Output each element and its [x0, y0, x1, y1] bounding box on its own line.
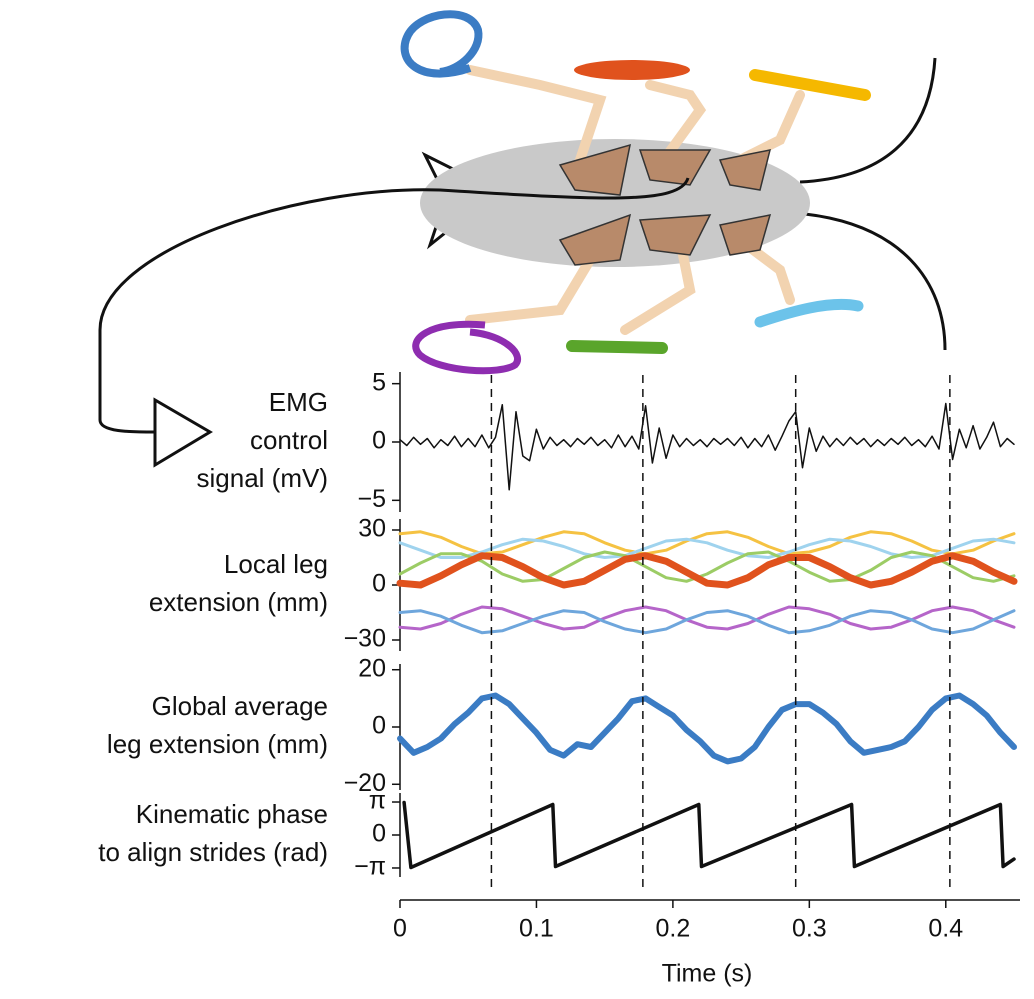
- muscles: [558, 143, 772, 266]
- series-line: [398, 550, 1016, 583]
- y-tick-label: 5: [372, 368, 386, 396]
- foot: [400, 10, 483, 78]
- robot-illustration: [98, 10, 947, 468]
- series-line: [397, 692, 1017, 765]
- x-axis-label: Time (s): [662, 960, 753, 988]
- y-axis-label: Global average: [152, 691, 328, 721]
- body: [420, 139, 810, 267]
- y-tick-label: 0: [372, 820, 386, 848]
- y-tick-label: 20: [358, 654, 386, 682]
- series-line: [396, 552, 1018, 589]
- series-line: [402, 800, 1016, 870]
- x-tick-label: 0: [393, 915, 407, 943]
- foot: [574, 60, 690, 80]
- y-axis-label: leg extension (mm): [107, 729, 328, 759]
- y-axis-label: EMG: [269, 387, 328, 417]
- foot: [749, 69, 871, 101]
- y-tick-label: −20: [344, 769, 386, 797]
- series-line: [398, 609, 1016, 635]
- cable: [98, 177, 690, 434]
- series-line: [398, 530, 1016, 556]
- cable: [799, 57, 937, 184]
- y-tick-label: −30: [344, 625, 386, 653]
- foot: [566, 340, 668, 354]
- amplifier: [153, 397, 213, 468]
- y-axis-label: Kinematic phase: [136, 799, 328, 829]
- x-tick-label: 0.2: [656, 915, 691, 943]
- y-axis-label: Local leg: [224, 549, 328, 579]
- y-tick-label: π: [369, 787, 386, 815]
- y-axis-label: signal (mV): [197, 463, 328, 493]
- series-line: [399, 402, 1015, 491]
- foot: [754, 298, 864, 328]
- x-tick-label: 0.3: [792, 915, 827, 943]
- y-tick-label: 0: [372, 712, 386, 740]
- cable: [804, 212, 947, 351]
- series-line: [398, 537, 1016, 559]
- x-tick-label: 0.4: [928, 915, 963, 943]
- y-tick-label: −5: [357, 485, 386, 513]
- y-tick-label: 0: [372, 570, 386, 598]
- x-tick-label: 0.1: [519, 915, 554, 943]
- foot: [412, 320, 521, 375]
- y-tick-label: 0: [372, 427, 386, 455]
- y-axis-label: to align strides (rad): [98, 837, 328, 867]
- y-tick-label: −π: [354, 853, 386, 881]
- y-axis-label: extension (mm): [149, 587, 328, 617]
- y-axis-label: control: [250, 425, 328, 455]
- y-tick-label: 30: [358, 515, 386, 543]
